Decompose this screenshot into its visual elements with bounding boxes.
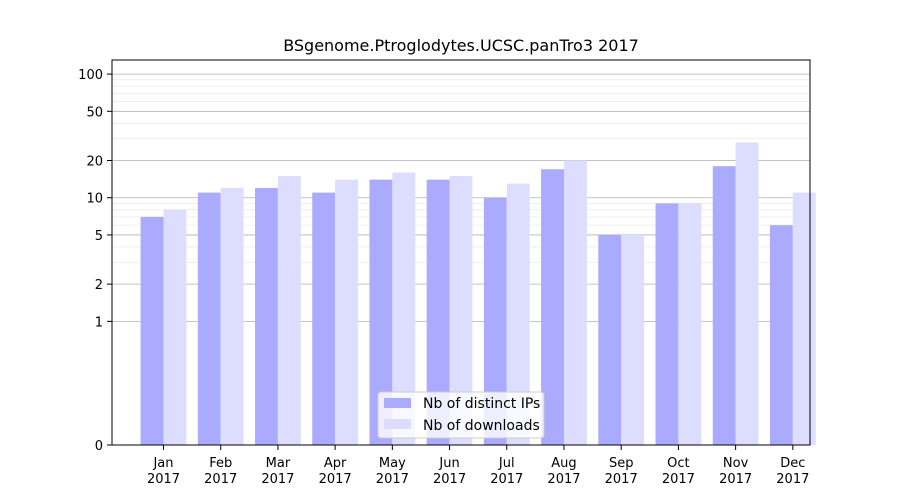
y-tick-label: 10	[86, 192, 103, 207]
bar-distinct-ips	[312, 192, 336, 445]
x-tick-label-month: Jan	[152, 456, 173, 471]
legend-swatch-downloads	[384, 419, 411, 429]
x-tick-label-month: Jun	[438, 456, 459, 471]
x-tick-label-month: Apr	[324, 456, 347, 471]
y-tick-label: 5	[95, 229, 103, 244]
bar-distinct-ips	[655, 203, 679, 445]
x-tick-label-year: 2017	[719, 472, 752, 487]
bar-distinct-ips	[197, 192, 221, 445]
x-tick-label-year: 2017	[662, 472, 695, 487]
y-tick-label: 0	[95, 439, 103, 454]
bar-distinct-ips	[598, 234, 622, 445]
x-tick-label-month: May	[379, 456, 406, 471]
y-tick-label: 1	[95, 315, 103, 330]
x-tick-label-month: Oct	[667, 456, 689, 471]
legend-label-downloads: Nb of downloads	[423, 418, 540, 434]
y-tick-label: 2	[95, 278, 103, 293]
bar-downloads	[449, 175, 473, 445]
x-tick-label-month: Jul	[498, 456, 515, 471]
bar-distinct-ips	[255, 187, 278, 445]
x-tick-label-year: 2017	[376, 472, 409, 487]
bar-downloads	[506, 183, 530, 445]
bar-downloads	[392, 172, 416, 446]
x-tick-label-year: 2017	[204, 472, 237, 487]
x-tick-label-month: Dec	[780, 456, 805, 471]
bar-distinct-ips	[369, 179, 393, 446]
bar-downloads	[277, 175, 301, 445]
bar-downloads	[163, 209, 187, 445]
bar-downloads	[220, 187, 244, 445]
y-tick-label: 100	[78, 68, 103, 83]
x-tick-label-year: 2017	[547, 472, 580, 487]
chart-title: BSgenome.Ptroglodytes.UCSC.panTro3 2017	[283, 36, 639, 55]
legend-frame	[377, 391, 545, 439]
y-axis: 0 1 2 5 10 20 50 100	[78, 68, 112, 454]
y-tick-label: 50	[86, 105, 103, 120]
x-tick-label-year: 2017	[433, 472, 466, 487]
x-tick-label-month: Feb	[209, 456, 232, 471]
plot-frame	[111, 59, 811, 446]
bar-downloads	[335, 179, 359, 446]
x-tick-label-year: 2017	[776, 472, 809, 487]
bar-downloads	[563, 160, 587, 445]
x-tick-label-month: Mar	[266, 456, 291, 471]
bar-downloads	[621, 234, 645, 445]
bar-downloads	[678, 203, 702, 445]
bar-downloads	[792, 192, 816, 445]
x-tick-label-month: Sep	[609, 456, 634, 471]
bars	[140, 142, 816, 446]
x-tick-label-month: Nov	[723, 456, 749, 471]
y-tick-label: 20	[86, 155, 103, 170]
legend-swatch-distinct-ips	[384, 398, 411, 408]
legend: Nb of distinct IPs Nb of downloads	[377, 391, 545, 439]
x-tick-label-year: 2017	[319, 472, 352, 487]
bar-distinct-ips	[426, 179, 450, 446]
x-tick-label-month: Aug	[551, 456, 576, 471]
x-tick-label-year: 2017	[147, 472, 180, 487]
legend-label-distinct-ips: Nb of distinct IPs	[423, 396, 540, 412]
bar-distinct-ips	[541, 169, 564, 445]
bar-distinct-ips	[712, 166, 736, 445]
bar-distinct-ips	[140, 216, 164, 445]
x-axis: Jan2017Feb2017Mar2017Apr2017May2017Jun20…	[147, 445, 809, 487]
x-tick-label-year: 2017	[490, 472, 523, 487]
x-tick-label-year: 2017	[261, 472, 294, 487]
bar-downloads	[735, 142, 759, 445]
bar-distinct-ips	[483, 197, 507, 445]
bar-distinct-ips	[769, 225, 793, 445]
x-tick-label-year: 2017	[605, 472, 638, 487]
